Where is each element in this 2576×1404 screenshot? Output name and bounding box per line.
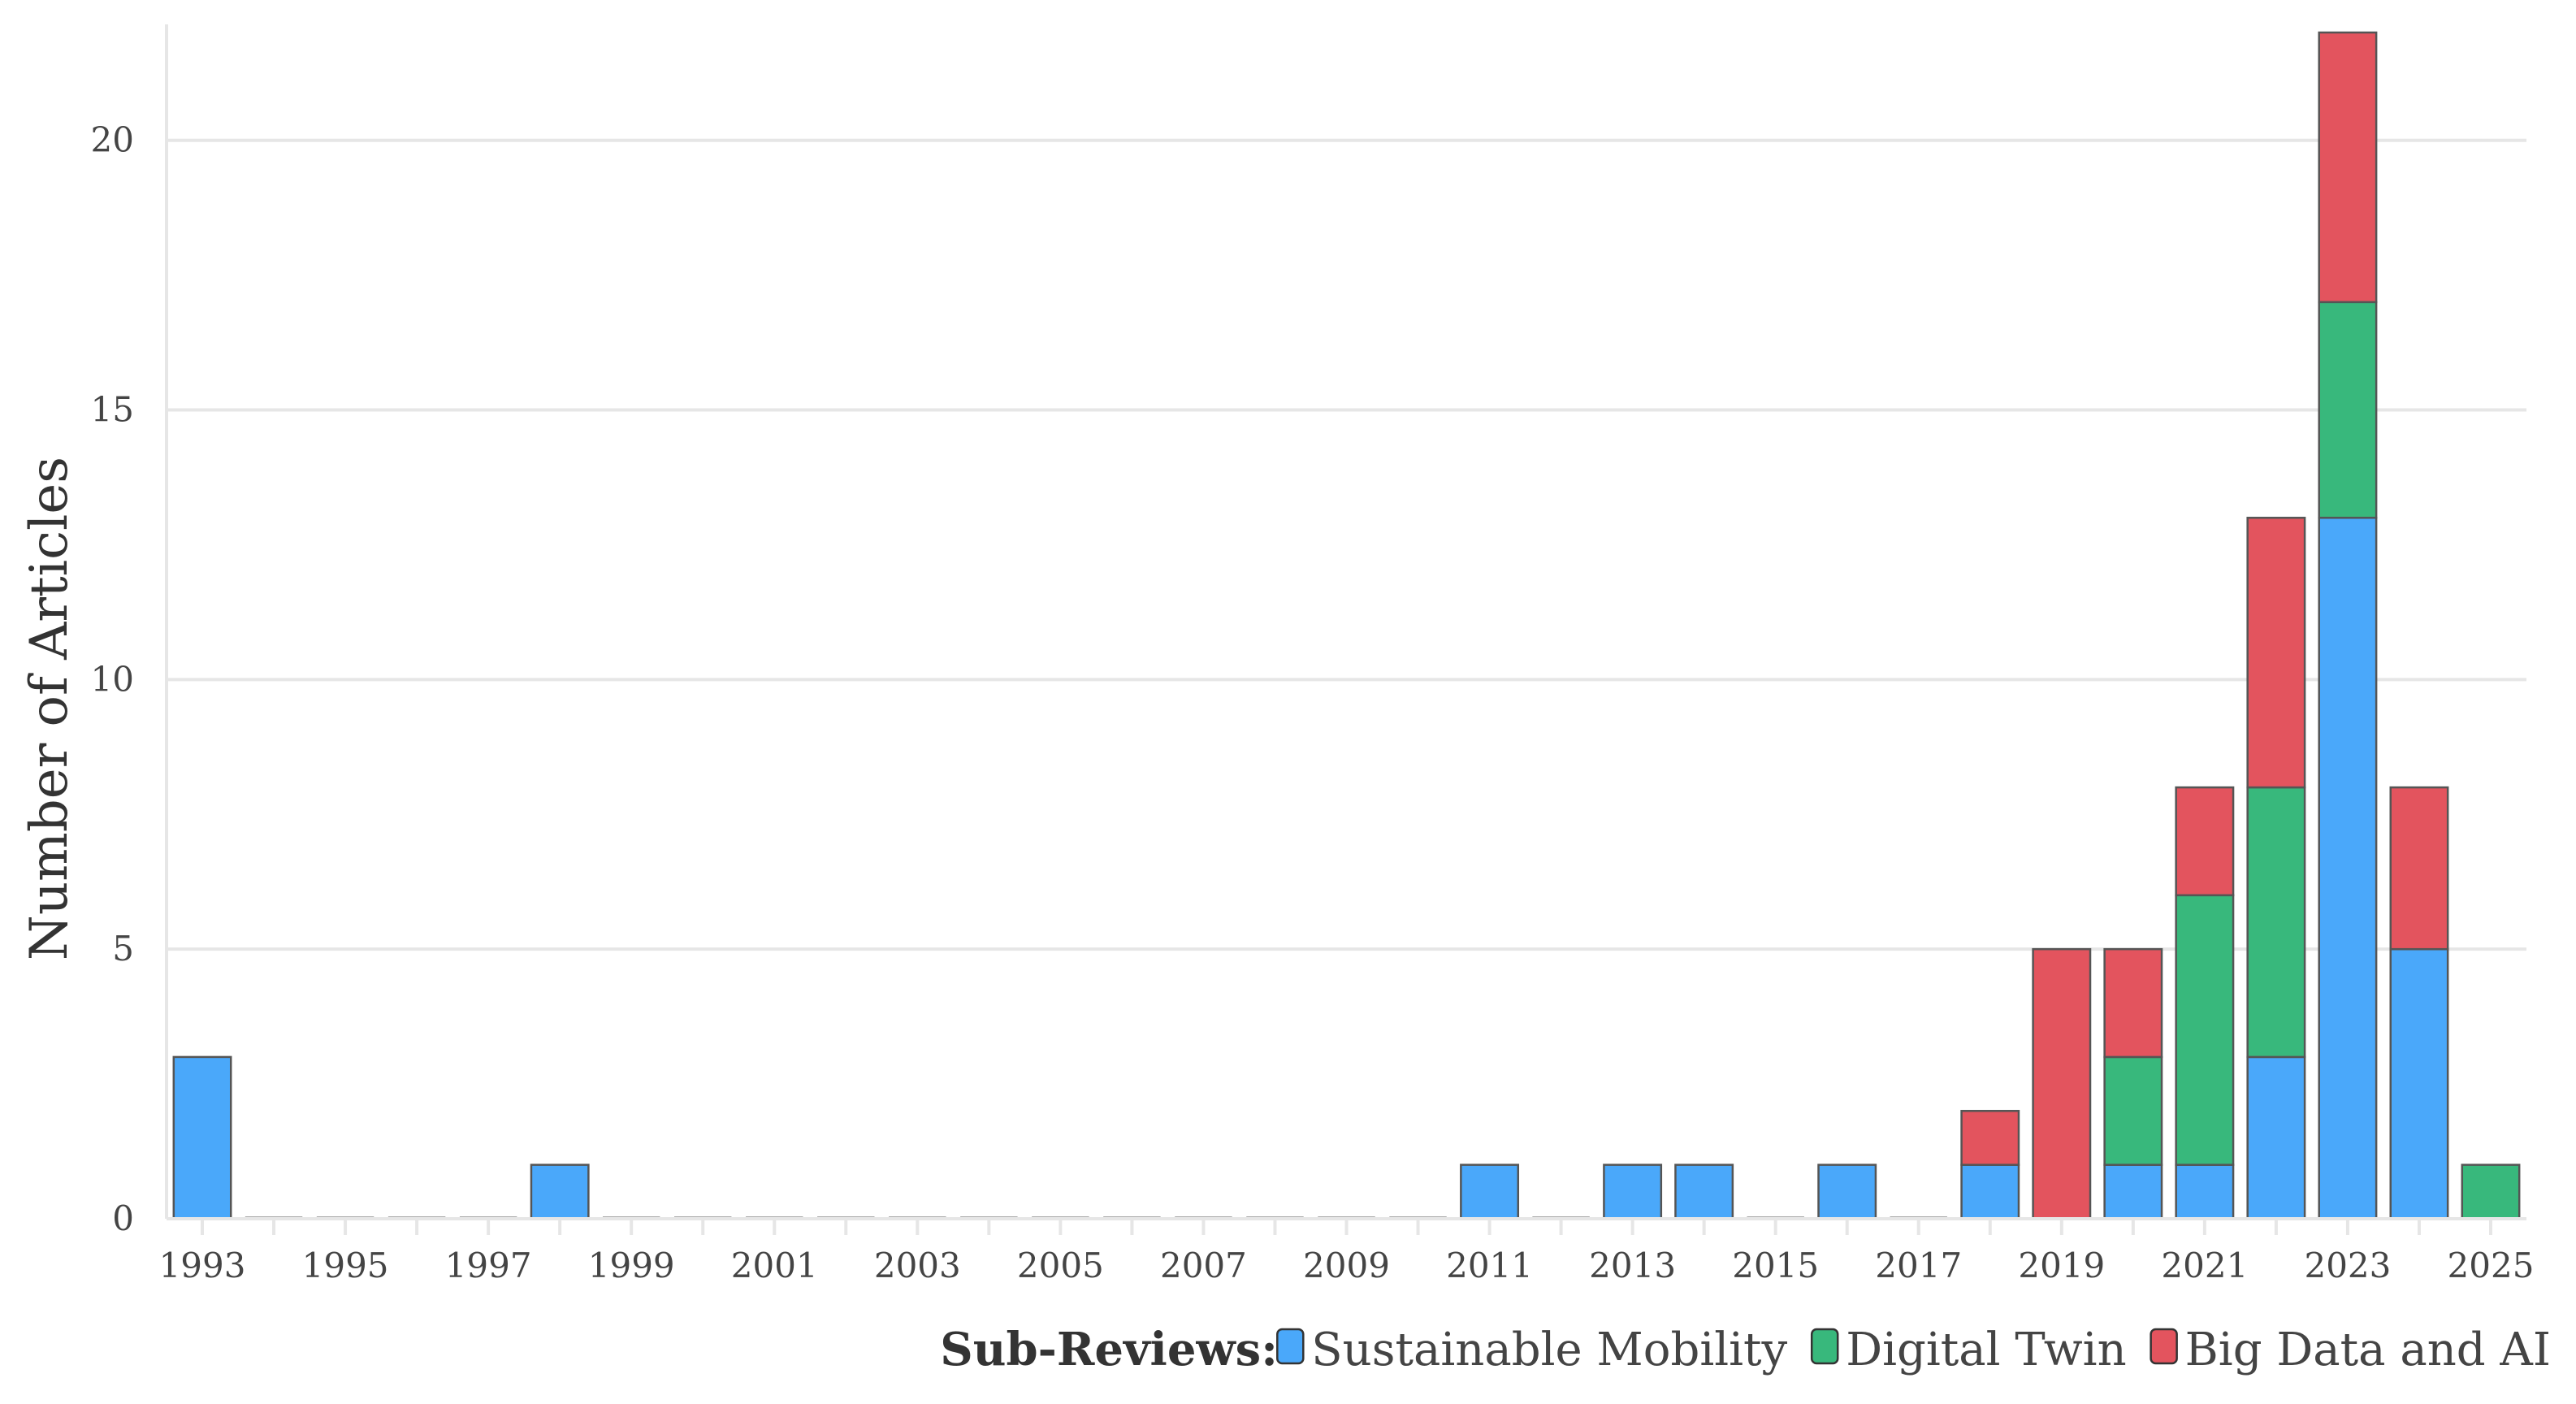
x-tick-label: 2023 <box>2304 1246 2391 1285</box>
x-tick-label: 1995 <box>302 1246 389 1285</box>
bar-segment <box>2103 1055 2163 1166</box>
legend: Sub-Reviews: Sustainable Mobility Digital… <box>940 1323 2551 1376</box>
bar-segment <box>2103 1164 2163 1220</box>
legend-label: Sustainable Mobility <box>1311 1324 1787 1376</box>
bar-segment <box>2318 301 2378 519</box>
legend-label: Big Data and AI <box>2185 1324 2551 1376</box>
x-tick-label: 2005 <box>1017 1246 1104 1285</box>
axes: 0 5 10 15 20 1993 1995 1997 1999 2001 2003 2005 2007… <box>91 24 2535 1285</box>
bar-segment <box>2175 894 2235 1166</box>
bar-segment <box>1603 1164 1663 1220</box>
legend-title: Sub-Reviews: <box>940 1323 1278 1376</box>
x-tick-label: 2011 <box>1446 1246 1533 1285</box>
x-tick-label: 2019 <box>2018 1246 2105 1285</box>
y-tick-label: 10 <box>91 659 134 699</box>
bar-segment <box>530 1164 590 1220</box>
bar-segment <box>1460 1164 1520 1220</box>
grid-lines <box>167 138 2526 951</box>
x-tick-label: 2009 <box>1303 1246 1390 1285</box>
y-axis-label: Number of Articles <box>19 457 80 960</box>
x-tick-label: 2007 <box>1160 1246 1247 1285</box>
bar-segment <box>1674 1164 1734 1220</box>
x-tick-label: 2025 <box>2448 1246 2535 1285</box>
x-tick-label: 2001 <box>731 1246 818 1285</box>
bar-segment <box>1960 1110 2020 1166</box>
y-tick-label: 15 <box>91 390 134 430</box>
bar-segment <box>2175 1164 2235 1220</box>
x-tick-label: 1993 <box>159 1246 246 1285</box>
bar-segment <box>2032 947 2092 1220</box>
bar-segment <box>2103 947 2163 1059</box>
legend-label: Digital Twin <box>1846 1324 2126 1376</box>
legend-swatch <box>2150 1328 2178 1365</box>
x-tick-label: 2003 <box>874 1246 961 1285</box>
x-tick-label: 1997 <box>445 1246 532 1285</box>
x-tick-label: 2017 <box>1875 1246 1962 1285</box>
legend-swatch <box>1810 1328 1839 1365</box>
x-tick-label: 2021 <box>2161 1246 2248 1285</box>
bar-segment <box>1960 1164 2020 1220</box>
bar-segment <box>2246 786 2306 1059</box>
bar-segment <box>2175 786 2235 897</box>
bar-segment <box>2318 31 2378 304</box>
bar-segment <box>2461 1164 2521 1220</box>
bar-segment <box>2246 517 2306 789</box>
legend-swatch <box>1276 1328 1305 1365</box>
y-tick-label: 5 <box>112 929 134 968</box>
y-tick-label: 20 <box>91 120 134 160</box>
bar-segment <box>2389 786 2449 951</box>
bars <box>172 31 2521 1220</box>
x-tick-label: 2013 <box>1589 1246 1676 1285</box>
bar-segment <box>172 1055 232 1220</box>
y-tick-label: 0 <box>112 1198 134 1238</box>
bar-segment <box>1817 1164 1877 1220</box>
bar-segment <box>2246 1055 2306 1220</box>
x-tick-label: 2015 <box>1732 1246 1819 1285</box>
bar-segment <box>2389 947 2449 1220</box>
x-tick-label: 1999 <box>588 1246 675 1285</box>
bar-segment <box>2318 517 2378 1220</box>
